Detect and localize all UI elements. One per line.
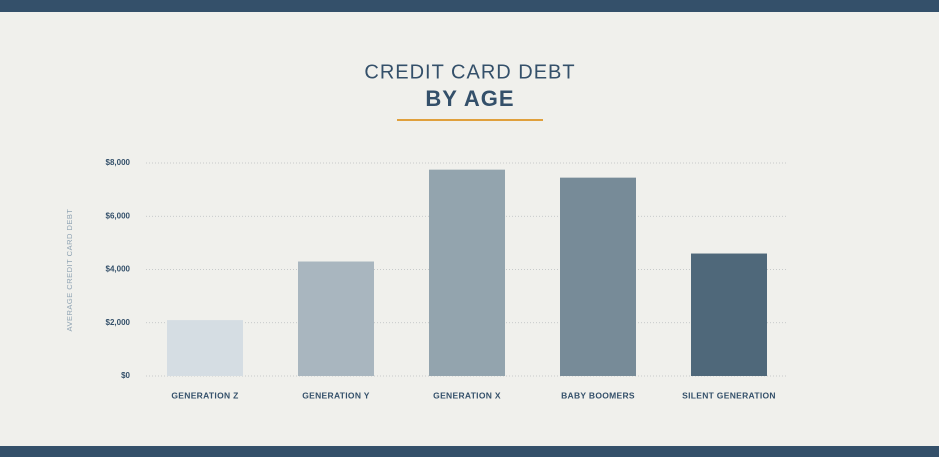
bar xyxy=(691,253,767,376)
x-tick-label: GENERATION Y xyxy=(302,390,370,400)
y-tick-label: $2,000 xyxy=(106,318,131,327)
y-tick-label: $6,000 xyxy=(106,211,131,220)
chart-subtitle: BY AGE xyxy=(425,86,514,111)
y-tick-label: $8,000 xyxy=(106,158,131,167)
y-axis-label: AVERAGE CREDIT CARD DEBT xyxy=(65,209,74,332)
chart-title: CREDIT CARD DEBT xyxy=(364,61,575,83)
bar xyxy=(298,261,374,376)
y-tick-label: $4,000 xyxy=(106,265,131,274)
bar xyxy=(429,169,505,376)
bar xyxy=(560,177,636,376)
top-bar xyxy=(0,0,939,12)
y-tick-label: $0 xyxy=(121,371,130,380)
x-tick-label: SILENT GENERATION xyxy=(682,390,776,400)
bar xyxy=(167,320,243,376)
bottom-bar xyxy=(0,446,939,457)
x-tick-label: GENERATION Z xyxy=(171,390,238,400)
x-tick-label: GENERATION X xyxy=(433,390,501,400)
x-tick-label: BABY BOOMERS xyxy=(561,390,635,400)
